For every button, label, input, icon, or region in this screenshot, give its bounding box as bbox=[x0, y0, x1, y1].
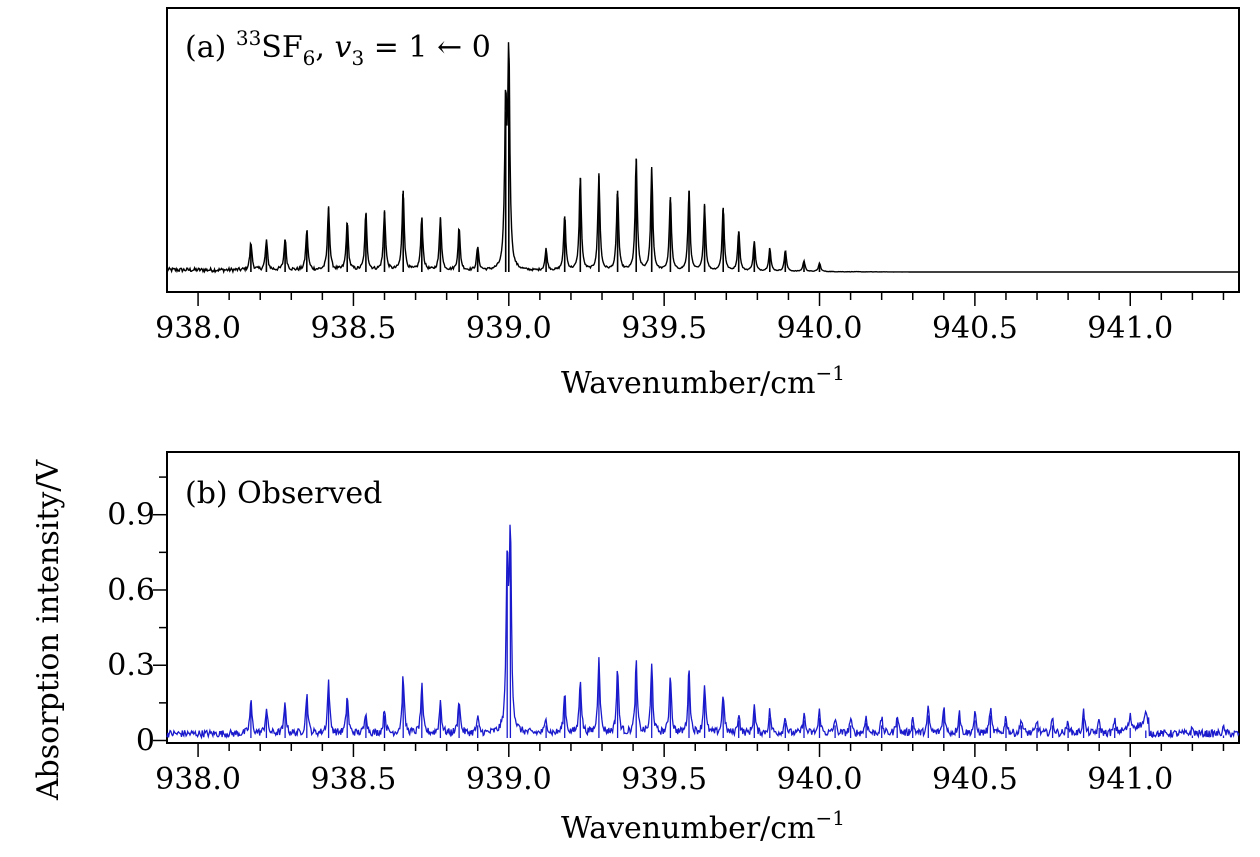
x-tick-label: 941.0 bbox=[1087, 311, 1173, 346]
x-tick-label: 940.5 bbox=[932, 311, 1018, 346]
y-tick-label: 0.9 bbox=[107, 498, 155, 533]
y-tick-label: 0.3 bbox=[107, 648, 155, 683]
x-tick-label: 938.5 bbox=[310, 762, 396, 797]
panel-a-peak-marks bbox=[250, 58, 821, 272]
x-tick-label: 939.0 bbox=[466, 762, 552, 797]
x-tick-label: 938.5 bbox=[310, 311, 396, 346]
panel-a-x-axis-label: Wavenumber/cm−1 bbox=[561, 361, 845, 401]
panel-b-spectrum-trace bbox=[166, 524, 1240, 740]
panel-b: 938.0 938.5 939.0 939.5 940.0 940.5 941.0 0 0.3… bbox=[107, 451, 1240, 846]
panel-b-label: (b) Observed bbox=[185, 476, 382, 511]
x-tick-label: 939.5 bbox=[621, 311, 707, 346]
x-tick-label: 941.0 bbox=[1087, 762, 1173, 797]
panel-b-peak-marks bbox=[250, 547, 1225, 738]
panel-b-frame bbox=[166, 451, 1240, 744]
x-tick-label: 940.0 bbox=[777, 762, 863, 797]
x-tick-label: 940.0 bbox=[777, 311, 863, 346]
panel-a-frame bbox=[166, 7, 1240, 293]
panel-b-x-axis-label: Wavenumber/cm−1 bbox=[561, 806, 845, 846]
panel-b-x-ticks: 938.0 938.5 939.0 939.5 940.0 940.5 941.0 bbox=[155, 743, 1225, 797]
x-tick-label: 938.0 bbox=[155, 762, 241, 797]
panel-a-label: (a) 33SF6, v3 = 1 ← 0 bbox=[185, 26, 491, 70]
x-tick-label: 938.0 bbox=[155, 311, 241, 346]
x-tick-label: 940.5 bbox=[932, 762, 1018, 797]
panel-b-y-ticks: 0 0.3 0.6 0.9 bbox=[107, 476, 167, 758]
y-tick-label: 0 bbox=[136, 723, 155, 758]
panel-a-spectrum-trace bbox=[166, 42, 1239, 275]
y-tick-label: 0.6 bbox=[107, 573, 155, 608]
panel-a: 938.0 938.5 939.0 939.5 940.0 940.5 941.0 (a) … bbox=[155, 7, 1240, 401]
y-axis-label: Absorption intensity/V bbox=[31, 459, 66, 802]
panel-a-x-ticks: 938.0 938.5 939.0 939.5 940.0 940.5 941.0 bbox=[155, 292, 1225, 346]
x-tick-label: 939.5 bbox=[621, 762, 707, 797]
x-tick-label: 939.0 bbox=[466, 311, 552, 346]
